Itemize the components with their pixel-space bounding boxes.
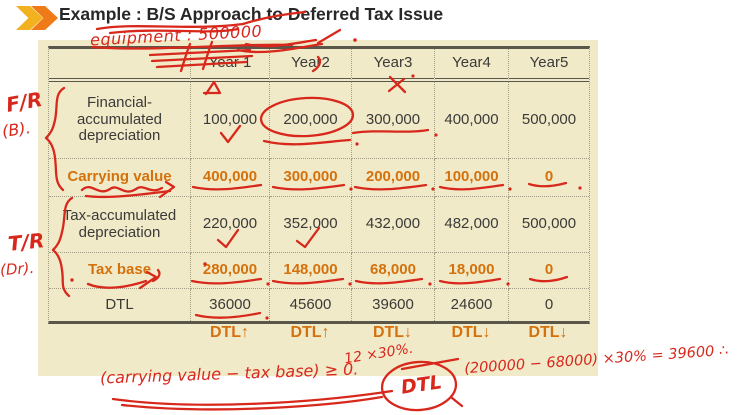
table-cell: 18,000 (435, 253, 509, 289)
dtl-up-indicator: DTL↑ (209, 324, 250, 341)
table-cell: 300,000 (270, 159, 352, 197)
dtl-direction-row: DTL↑ DTL↑ DTL↓ DTL↓ DTL↓ (48, 324, 588, 342)
table-cell: 352,000 (270, 197, 352, 253)
table-cell: 0 (509, 253, 589, 289)
spacer (48, 324, 190, 342)
row-label-dtl: DTL (49, 289, 191, 321)
table-cell: 220,000 (191, 197, 270, 253)
table-cell: 45600 (270, 289, 352, 321)
table-cell: 68,000 (352, 253, 435, 289)
table-cell: 300,000 (352, 82, 435, 159)
table-header-year2: Year2 (270, 49, 352, 82)
annotation-dtl-circled: DTL (399, 371, 444, 399)
annotation-tr-label: T/R (6, 228, 46, 256)
table-cell: 0 (509, 159, 589, 197)
table-cell: 24600 (435, 289, 509, 321)
row-label-financial-depreciation: Financial-accumulated depreciation (49, 82, 191, 159)
table-cell: 100,000 (435, 159, 509, 197)
row-label-tax-depreciation: Tax-accumulated depreciation (49, 197, 191, 253)
table-cell: 148,000 (270, 253, 352, 289)
table-header-year4: Year4 (435, 49, 509, 82)
dtl-up-indicator: DTL↑ (290, 324, 330, 341)
table-header-empty (49, 49, 191, 82)
table-cell: 482,000 (435, 197, 509, 253)
table-cell: 400,000 (435, 82, 509, 159)
table-background-panel (38, 40, 598, 376)
table-cell: 500,000 (509, 82, 589, 159)
table-cell: 39600 (352, 289, 435, 321)
table-cell: 432,000 (352, 197, 435, 253)
table-cell: 100,000 (191, 82, 270, 159)
table-cell: 500,000 (509, 197, 589, 253)
dtl-down-indicator: DTL↓ (372, 324, 413, 341)
table-cell: 0 (544, 295, 554, 313)
dtl-down-indicator: DTL↓ (451, 324, 491, 341)
row-label-carrying-value: Carrying value (49, 159, 191, 197)
table-cell: 36000 (191, 289, 270, 321)
table-cell: 200,000 (270, 82, 352, 159)
table-cell: 280,000 (191, 253, 270, 289)
annotation-fr-sub: (B). (0, 118, 32, 141)
deferred-tax-table: Year 1 Year2 Year3 Year4 Year5 Financial… (48, 46, 590, 324)
table-cell: 400,000 (191, 159, 270, 197)
row-label-tax-base: Tax base (49, 253, 191, 289)
table-header-year5: Year5 (509, 49, 589, 82)
dtl-down-indicator: DTL↓ (528, 324, 568, 341)
table-cell: 200,000 (352, 159, 435, 197)
table-header-year1: Year 1 (191, 49, 270, 82)
table-header-year3: Year3 (352, 49, 435, 82)
annotation-tr-sub: (Dr). (0, 258, 35, 280)
